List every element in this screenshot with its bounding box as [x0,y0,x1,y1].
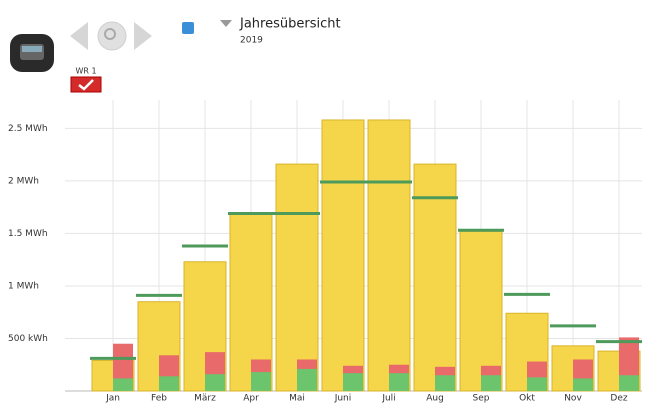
y-tick-label: 2.5 MWh [8,124,48,134]
x-tick-label: März [194,394,216,403]
x-tick-label: Dez [610,394,627,403]
consumption-bar [435,375,455,391]
search-button[interactable] [97,21,127,51]
dropdown-arrow[interactable] [220,20,232,27]
nav-prev[interactable] [70,22,88,50]
x-tick-label: Feb [151,394,167,403]
x-tick-label: Jan [105,394,120,403]
consumption-bar [481,375,501,391]
y-tick-label: 2 MWh [8,176,39,186]
x-tick-label: Mai [289,394,305,403]
consumption-bar [389,373,409,391]
consumption-bar [113,378,133,391]
consumption-bar [527,377,547,391]
consumption-bar [205,374,225,391]
view-title[interactable]: Jahresübersicht [239,17,341,32]
checkmark [78,79,94,91]
x-tick-label: Sep [473,394,490,403]
consumption-bar [251,372,271,391]
device-checkbox[interactable] [70,76,102,93]
view-year: 2019 [240,36,263,46]
production-bar [275,163,319,392]
y-tick-label: 1 MWh [8,281,39,291]
search-glyph [104,28,116,40]
consumption-bar [297,368,317,391]
x-tick-label: Juni [334,394,352,403]
production-bar [367,119,411,392]
consumption-bar [573,378,593,391]
consumption-bar [159,376,179,391]
inverter-icon [10,34,54,72]
x-tick-label: Okt [519,394,535,403]
y-tick-label: 1.5 MWh [8,229,48,239]
nav-next[interactable] [134,22,152,50]
production-bar [459,230,503,392]
y-tick-label: 500 kWh [8,334,48,344]
consumption-bar [343,373,363,391]
x-tick-label: Nov [564,394,582,403]
device-label: WR 1 [75,67,96,76]
x-tick-label: Apr [243,394,259,403]
x-tick-label: Aug [426,394,444,403]
calendar-icon[interactable] [182,22,194,34]
x-tick-label: Juli [381,394,395,403]
production-bar [321,119,365,392]
consumption-bar [619,375,639,391]
production-bar [413,163,457,392]
